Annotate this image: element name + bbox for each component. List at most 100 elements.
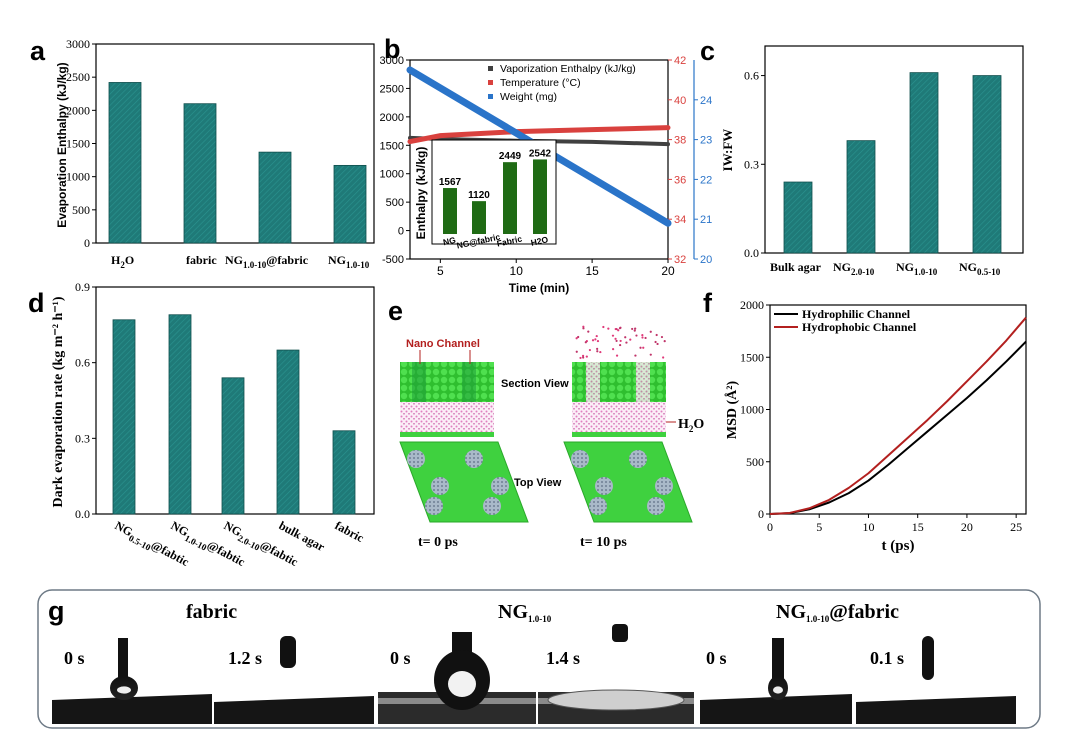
- water-molecule: [642, 346, 645, 349]
- panel-c-bar: [909, 72, 939, 254]
- water-layer-t10: [572, 402, 666, 432]
- water-molecule: [596, 347, 599, 350]
- water-molecule: [619, 343, 622, 347]
- panel-c-bar: [846, 140, 876, 254]
- panel-b-inset-bar: [503, 162, 517, 234]
- panel-b-legend-marker: [488, 66, 493, 71]
- panel-f-ytick-label: 2000: [740, 298, 764, 312]
- panel-label-a: a: [30, 36, 46, 66]
- top-view-channel-hole: [425, 497, 443, 515]
- water-molecule: [634, 327, 637, 330]
- water-molecule: [639, 346, 642, 349]
- panel-b-x-tick-label: 15: [585, 264, 599, 278]
- needle: [922, 636, 934, 680]
- panel-c-frame: [764, 45, 1024, 254]
- panel-d-chart: Dark evaporation rate (kg m⁻² h⁻¹) 0.0 0.…: [51, 280, 375, 569]
- panel-a-category-label: NG1.0-10@fabric: [225, 253, 309, 270]
- top-view-channel-hole: [589, 497, 607, 515]
- water-molecule: [663, 340, 666, 343]
- panel-d-ytick-label: 0.0: [75, 507, 90, 521]
- water-molecule: [654, 340, 657, 344]
- panel-f-xtick-label: 20: [961, 520, 973, 534]
- panel-b-xlabel: Time (min): [509, 281, 569, 295]
- panel-b-left-tick-label: 1500: [380, 140, 404, 152]
- panel-d-ytick-label: 0.6: [75, 356, 90, 370]
- water-molecule: [662, 356, 665, 359]
- panel-c-chart: IW:FW 0.0 0.3 0.6 Bulk agar NG2.0-10 NG1.0-1…: [720, 45, 1024, 277]
- panel-a-ytick-label: 0: [84, 236, 90, 250]
- panel-b-temp-tick-label: 42: [674, 55, 686, 67]
- substrate: [214, 696, 374, 724]
- panel-c-ytick-label: 0.0: [744, 246, 759, 260]
- top-view-channel-hole: [465, 450, 483, 468]
- panel-b-left-tick-label: 2500: [380, 83, 404, 95]
- panel-c-category-label: NG2.0-10: [833, 260, 875, 277]
- water-molecule: [614, 327, 617, 331]
- panel-c-ytick-label: 0.3: [744, 157, 759, 171]
- nano-channel-t10-a: [586, 362, 600, 402]
- top-view-channel-hole: [483, 497, 501, 515]
- panel-f-xtick-label: 0: [767, 520, 773, 534]
- panel-c-category-label: NG0.5-10: [959, 260, 1001, 277]
- water-molecule: [649, 330, 652, 333]
- panel-c-category-label: NG1.0-10: [896, 260, 938, 277]
- panel-g-photo: [700, 638, 852, 724]
- water-molecule: [617, 329, 620, 332]
- water-molecule: [633, 329, 636, 332]
- panel-d-bar: [221, 377, 245, 515]
- panel-a-category-label: H2O: [111, 253, 134, 270]
- top-view-channel-hole: [647, 497, 665, 515]
- panel-label-c: c: [700, 36, 715, 66]
- water-molecule: [582, 327, 585, 330]
- panel-b-inset-value-label: 1120: [468, 190, 490, 201]
- panel-d-bar: [276, 349, 300, 515]
- substrate: [700, 694, 852, 724]
- panel-b-legend-label: Vaporization Enthalpy (kJ/kg): [500, 63, 636, 75]
- panel-f-chart: MSD (Å²) t (ps) 0 500 1000 1500 2000 0 5 10 15 2…: [724, 298, 1027, 554]
- panel-d-ytick-label: 0.3: [75, 431, 90, 445]
- panel-b-left-tick-label: 2000: [380, 112, 404, 124]
- water-molecule: [660, 335, 664, 339]
- nano-channel-t0-b: [462, 362, 476, 402]
- panel-g-time-label: 0.1 s: [870, 648, 904, 668]
- panel-b-temp-tick-label: 38: [674, 135, 686, 147]
- panel-a-ytick-label: 2500: [66, 70, 90, 84]
- section-view-label: Section View: [501, 378, 569, 390]
- water-molecule: [594, 338, 597, 341]
- nano-channel-t0-a: [412, 362, 426, 402]
- panel-a-ytick-label: 2000: [66, 103, 90, 117]
- water-molecule: [584, 341, 587, 344]
- panel-f-xlabel: t (ps): [882, 538, 915, 554]
- top-view-label: Top View: [514, 477, 562, 489]
- panel-b-inset-category-label: H2O: [530, 234, 550, 247]
- water-molecule: [619, 339, 622, 343]
- panel-b-chart: -500 0 500 1000 1500 2000 2500 3000 32 34 36 38 40 4…: [380, 55, 713, 295]
- water-molecule: [575, 337, 578, 340]
- nano-channel-t10-b: [636, 362, 650, 402]
- water-molecule: [577, 335, 580, 339]
- panel-label-e: e: [388, 296, 403, 326]
- panel-f-xtick-label: 15: [912, 520, 924, 534]
- panel-b-temp-tick-label: 40: [674, 95, 686, 107]
- panel-g-photo: [214, 636, 374, 724]
- panel-b-inset-bar: [443, 188, 457, 234]
- time-label-t10: t= 10 ps: [580, 535, 627, 550]
- water-molecule: [587, 330, 590, 333]
- panel-a-bar: [333, 164, 367, 244]
- panel-d-ylabel: Dark evaporation rate (kg m⁻² h⁻¹): [51, 296, 66, 507]
- panel-b-temp-tick-label: 36: [674, 174, 686, 186]
- water-molecule: [599, 350, 602, 354]
- panel-b-weight-tick-label: 21: [700, 214, 712, 226]
- panel-label-d: d: [28, 288, 45, 318]
- panel-b-temp-tick-label: 32: [674, 254, 686, 266]
- panel-label-b: b: [384, 34, 401, 64]
- needle: [772, 638, 784, 688]
- water-molecule: [625, 341, 628, 344]
- panel-g-time-label: 0 s: [64, 648, 85, 668]
- base-layer-t0: [400, 432, 494, 437]
- water-molecule: [607, 327, 610, 330]
- panel-b-weight-tick-label: 20: [700, 254, 712, 266]
- panel-b-legend-label: Weight (mg): [500, 91, 557, 103]
